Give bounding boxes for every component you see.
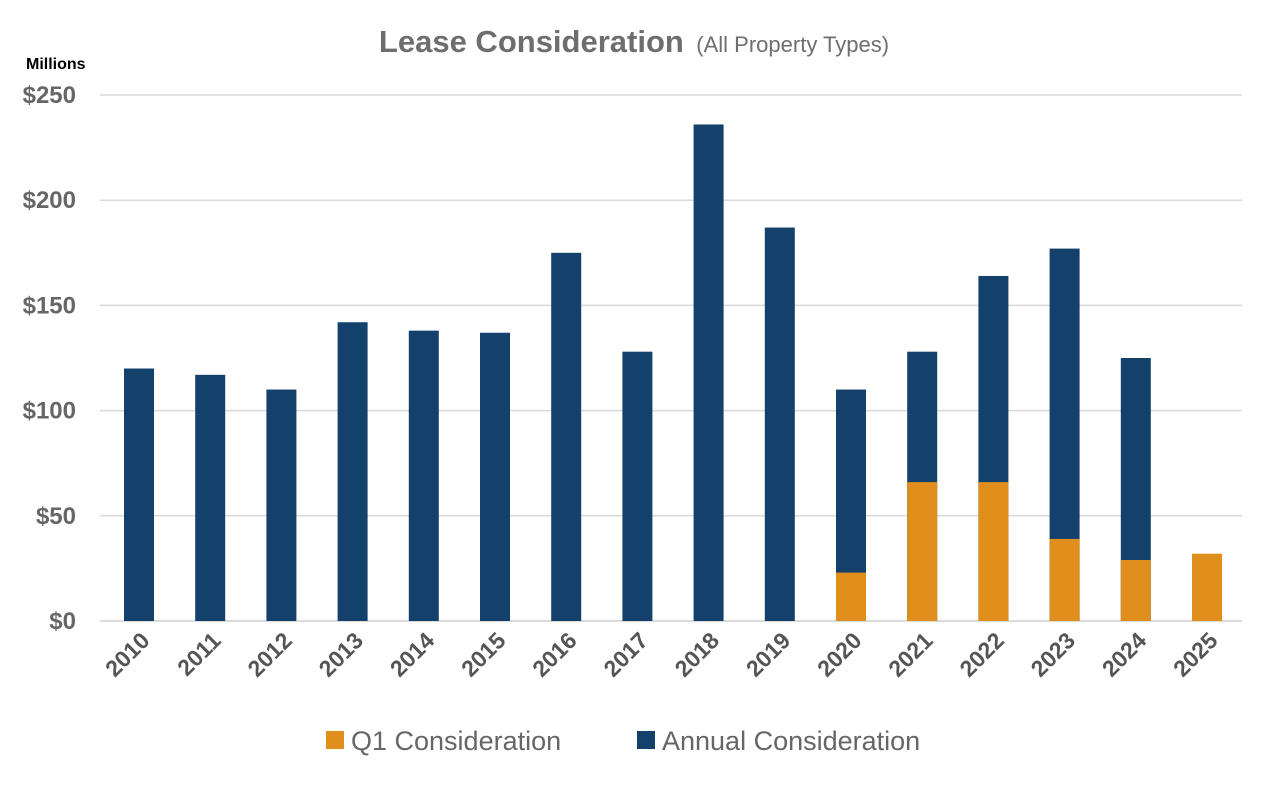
legend: Q1 Consideration Annual Consideration	[326, 726, 920, 756]
annual-consideration-bar-2010	[124, 368, 154, 621]
x-tick-label: 2017	[598, 627, 653, 682]
annual-consideration-bar-2016	[551, 252, 582, 622]
annual-consideration-bar-2014	[408, 330, 439, 621]
q1-consideration-bar-2021	[907, 482, 938, 621]
x-tick-label: 2015	[456, 627, 511, 682]
y-tick-label: $250	[23, 82, 76, 109]
bars	[124, 124, 1222, 622]
annual-consideration-bar-2017	[622, 351, 653, 621]
y-tick-label: $150	[23, 292, 76, 319]
x-tick-label: 2024	[1097, 627, 1152, 682]
y-tick-label: $0	[49, 608, 76, 635]
annual-consideration-bar-2011	[195, 374, 226, 621]
x-tick-label: 2016	[527, 627, 582, 682]
annual-consideration-bar-2015	[480, 332, 510, 621]
annual-consideration-bar-2013	[337, 322, 368, 621]
x-tick-label: 2020	[812, 627, 867, 682]
legend-label: Q1 Consideration	[351, 726, 561, 756]
y-tick-label: $50	[36, 503, 76, 530]
annual-consideration-bar-2019	[764, 227, 795, 621]
x-tick-label: 2018	[670, 627, 725, 682]
chart-title: Lease Consideration (All Property Types)	[379, 24, 889, 59]
x-tick-label: 2022	[954, 627, 1009, 682]
x-tick-label: 2013	[314, 627, 369, 682]
q1-consideration-bar-2022	[978, 482, 1009, 621]
q1-consideration-bar-2020	[836, 572, 866, 621]
legend-label: Annual Consideration	[662, 726, 920, 756]
annual-consideration-bar-2018	[693, 124, 724, 622]
x-tick-label: 2012	[242, 627, 297, 682]
legend-swatch	[326, 731, 344, 749]
q1-consideration-bar-2025	[1192, 553, 1222, 621]
x-tick-label: 2025	[1168, 627, 1223, 682]
x-tick-label: 2021	[883, 627, 938, 682]
q1-consideration-bar-2024	[1120, 559, 1151, 621]
chart-subtitle: (All Property Types)	[696, 32, 889, 57]
q1-consideration-bar-2023	[1049, 538, 1080, 621]
annual-consideration-bar-2012	[266, 389, 297, 621]
chart-title-main: Lease Consideration	[379, 24, 684, 59]
legend-swatch	[637, 731, 655, 749]
x-tick-label: 2023	[1026, 627, 1081, 682]
x-tick-label: 2014	[385, 627, 440, 682]
x-axis-tick-labels: 2010 2011 2012 2013 2014 2015 2016 2017 2018 2019…	[100, 627, 1223, 682]
x-tick-label: 2011	[172, 627, 226, 681]
x-tick-label: 2010	[100, 627, 155, 682]
x-tick-label: 2019	[741, 627, 796, 682]
y-tick-label: $100	[23, 398, 76, 425]
y-axis-units-label: Millions	[26, 56, 86, 73]
y-tick-label: $200	[23, 187, 76, 214]
y-axis-tick-labels: $0 $50 $100 $150 $200 $250	[23, 82, 76, 635]
